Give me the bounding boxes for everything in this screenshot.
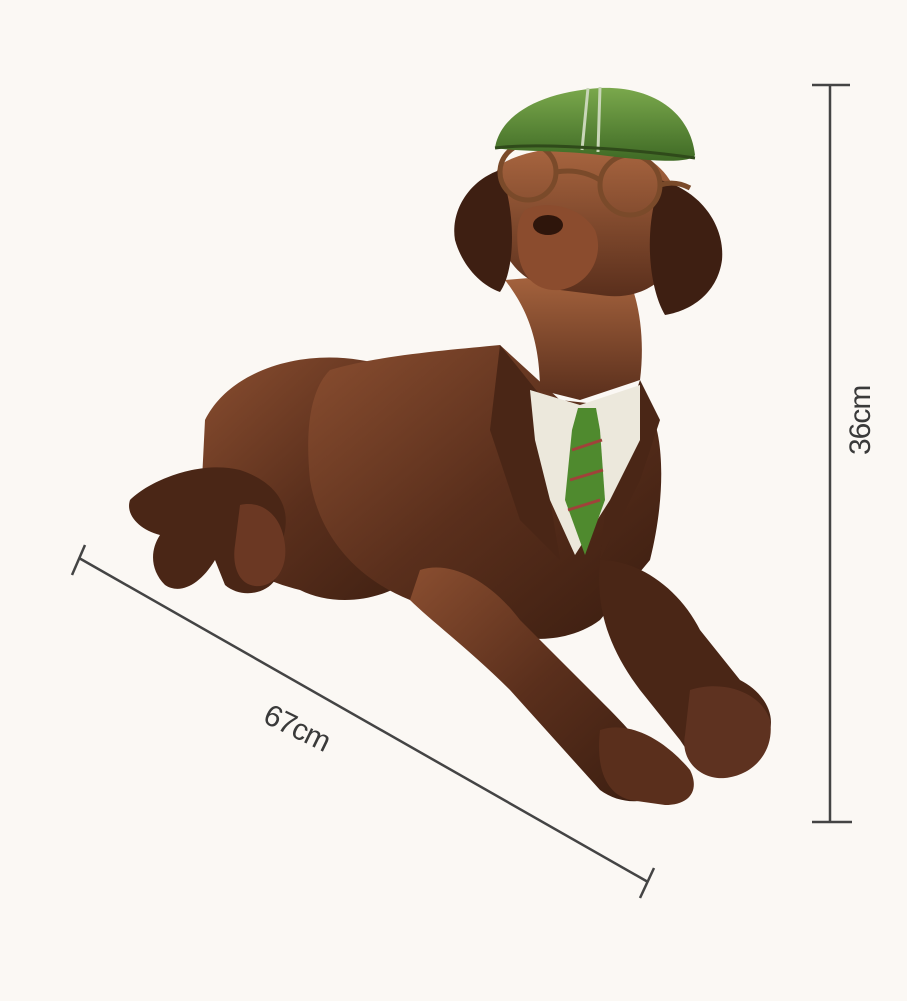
dog-front-paw-left — [599, 727, 694, 805]
dog-rear-paw — [234, 504, 286, 587]
dog-ear-right — [649, 180, 723, 315]
dog-front-paw-right — [684, 686, 771, 779]
dog-jacket-lapel-left — [490, 345, 560, 560]
dog-ear-left — [454, 170, 512, 292]
dog-statue — [129, 86, 771, 805]
height-dimension-line — [812, 83, 852, 824]
dog-nose — [533, 215, 563, 235]
height-dimension-label: 36cm — [844, 385, 877, 455]
dog-jacket-lapel-right — [600, 380, 660, 560]
dog-neck — [505, 270, 642, 400]
dog-flat-cap — [495, 87, 695, 161]
dog-front-leg-left — [410, 567, 660, 802]
dog-tie — [565, 408, 605, 555]
width-dimension-line — [70, 544, 656, 899]
